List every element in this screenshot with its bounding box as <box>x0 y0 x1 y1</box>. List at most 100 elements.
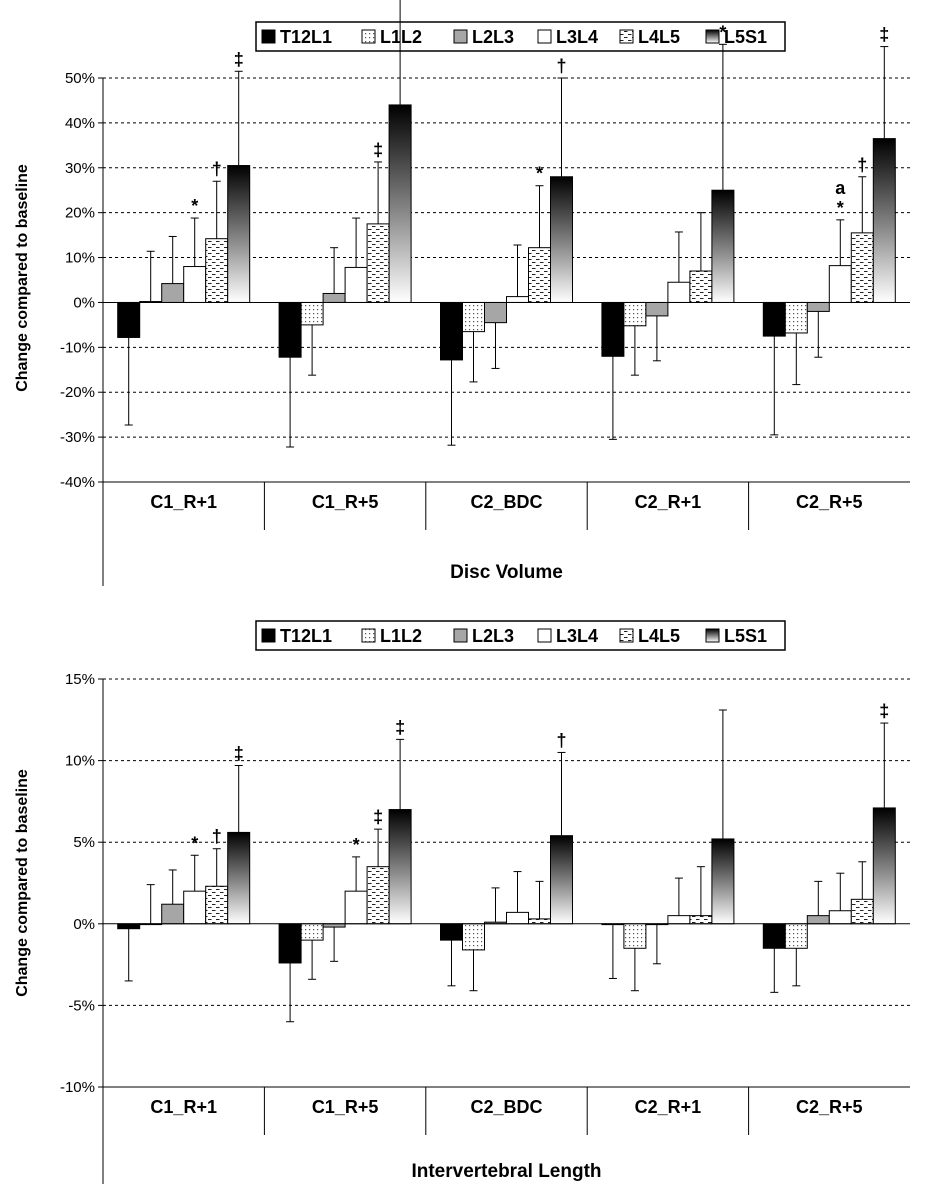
legend-swatch-T12L1 <box>261 29 276 44</box>
y-tick-label: 0% <box>73 916 95 933</box>
legend-swatch-L1L2 <box>361 628 376 643</box>
bar-T12L1-C1_R+1 <box>117 923 141 930</box>
significance-mark-L3L4-C1_R+1: * <box>191 833 198 853</box>
bar-L3L4-C1_R+1 <box>183 266 207 303</box>
category-label: C2_R+1 <box>635 492 702 512</box>
legend-swatch-L2L3 <box>453 628 468 643</box>
y-tick-label: 40% <box>65 115 95 132</box>
bar-L3L4-C2_R+1 <box>667 281 691 303</box>
y-tick-label: 0% <box>73 294 95 311</box>
category-label: C2_BDC <box>470 1097 542 1117</box>
y-tick-label: -40% <box>60 474 95 491</box>
legend-label-L5S1: L5S1 <box>724 626 767 646</box>
bar-L2L3-C2_R+1 <box>645 301 669 317</box>
bar-L3L4-C1_R+5 <box>344 890 368 925</box>
bar-L1L2-C1_R+5 <box>300 301 324 326</box>
significance-mark-L3L4-C1_R+1: * <box>191 196 198 216</box>
bar-L1L2-C2_R+5 <box>784 301 808 334</box>
legend-label-L2L3: L2L3 <box>472 27 514 47</box>
category-label: C2_BDC <box>470 492 542 512</box>
bar-L5S1-C1_R+1 <box>227 831 251 925</box>
bar-L1L2-C1_R+5 <box>300 923 324 941</box>
significance-mark-L5S1-C2_BDC: † <box>556 56 566 76</box>
bar-L5S1-C2_R+1 <box>711 189 735 303</box>
bar-L4L5-C1_R+5 <box>366 866 390 925</box>
significance-mark-L4L5-C1_R+1: † <box>212 159 222 179</box>
significance-mark-L4L5-C1_R+5: ‡ <box>373 807 383 827</box>
bar-T12L1-C1_R+1 <box>117 301 141 338</box>
category-label: C1_R+1 <box>150 492 217 512</box>
legend-label-L4L5: L4L5 <box>638 27 680 47</box>
significance-mark-L5S1-C1_R+1: ‡ <box>234 49 244 69</box>
y-tick-label: -10% <box>60 339 95 356</box>
y-axis-title: Change compared to baseline <box>14 164 31 392</box>
legend-swatch-L3L4 <box>537 628 552 643</box>
bar-L1L2-C2_R+5 <box>784 923 808 949</box>
significance-mark-L5S1-C2_R+5: ‡ <box>879 701 889 721</box>
bar-L3L4-C1_R+5 <box>344 266 368 303</box>
y-tick-label: -10% <box>60 1079 95 1096</box>
chart-panel-2: T12L1 L1L2 L2L3 L3L4 L4L5 L5S1 -10% -5% 0% 5% 10% 1… <box>14 620 910 1184</box>
bar-L4L5-C1_R+1 <box>205 885 229 925</box>
legend-swatch-L3L4 <box>537 29 552 44</box>
y-tick-label: 50% <box>65 70 95 87</box>
legend-label-L1L2: L1L2 <box>380 27 422 47</box>
y-tick-label: 10% <box>65 753 95 770</box>
legend-swatch-L4L5 <box>619 29 634 44</box>
x-axis-title: Disc Volume <box>450 562 563 583</box>
bar-L1L2-C2_BDC <box>462 301 485 333</box>
bar-L5S1-C1_R+1 <box>227 165 251 303</box>
bar-L5S1-C2_R+5 <box>872 138 896 303</box>
bar-L4L5-C2_R+5 <box>850 232 874 303</box>
bar-T12L1-C1_R+5 <box>278 923 302 964</box>
bar-L3L4-C2_R+1 <box>667 915 691 925</box>
legend-label-T12L1: T12L1 <box>280 27 332 47</box>
bar-L4L5-C2_R+5 <box>850 898 874 925</box>
bar-L4L5-C2_BDC <box>528 918 551 925</box>
y-tick-label: 30% <box>65 160 95 177</box>
legend: T12L1 L1L2 L2L3 L3L4 L4L5 L5S1 <box>255 21 786 52</box>
significance-mark-L5S1-C1_R+1: ‡ <box>234 743 244 763</box>
significance-mark-L5S1-C1_R+5: ‡ <box>395 717 405 737</box>
bar-L5S1-C2_R+1 <box>711 838 735 925</box>
bar-T12L1-C2_R+5 <box>762 923 786 949</box>
significance-mark-L4L5-C1_R+1: † <box>212 827 222 847</box>
bar-L2L3-C2_BDC <box>484 301 507 324</box>
bar-L4L5-C2_R+1 <box>689 915 713 925</box>
category-label: C2_R+5 <box>796 492 863 512</box>
bar-L3L4-C2_R+5 <box>828 265 852 303</box>
bar-L2L3-C1_R+1 <box>161 283 185 303</box>
charts-root: T12L1 L1L2 L2L3 L3L4 L4L5 L5S1 -40% -30% -20% -10… <box>14 0 910 1184</box>
bar-T12L1-C2_BDC <box>440 923 463 941</box>
bar-L3L4-C2_BDC <box>506 911 529 925</box>
legend-label-L3L4: L3L4 <box>556 626 598 646</box>
y-tick-label: -20% <box>60 384 95 401</box>
legend: T12L1 L1L2 L2L3 L3L4 L4L5 L5S1 <box>255 620 786 651</box>
legend-label-L2L3: L2L3 <box>472 626 514 646</box>
y-tick-label: 15% <box>65 671 95 688</box>
y-tick-label: 20% <box>65 205 95 222</box>
annotation-mark: a <box>835 178 846 198</box>
bar-L4L5-C2_BDC <box>528 247 551 303</box>
legend-label-L1L2: L1L2 <box>380 626 422 646</box>
legend-frame <box>255 620 786 651</box>
bar-L5S1-C1_R+5 <box>388 809 412 925</box>
bar-L5S1-C1_R+5 <box>388 104 412 303</box>
y-tick-label: 5% <box>73 834 95 851</box>
bar-L2L3-C2_R+5 <box>806 301 830 312</box>
legend-swatch-L1L2 <box>361 29 376 44</box>
category-label: C1_R+5 <box>312 492 379 512</box>
bar-L5S1-C2_BDC <box>550 835 573 925</box>
bar-L4L5-C1_R+1 <box>205 238 229 303</box>
legend-swatch-T12L1 <box>261 628 276 643</box>
chart-panel-1: T12L1 L1L2 L2L3 L3L4 L4L5 L5S1 -40% -30% -20% -10… <box>14 0 910 586</box>
bar-L2L3-C2_R+5 <box>806 915 830 925</box>
category-label: C2_R+1 <box>635 1097 702 1117</box>
significance-mark-L4L5-C2_R+5: † <box>857 155 867 175</box>
legend-swatch-L2L3 <box>453 29 468 44</box>
legend-frame <box>255 21 786 52</box>
legend-swatch-L5S1 <box>705 628 720 643</box>
category-label: C1_R+5 <box>312 1097 379 1117</box>
legend-swatch-L4L5 <box>619 628 634 643</box>
bar-L1L2-C2_R+1 <box>623 923 647 949</box>
